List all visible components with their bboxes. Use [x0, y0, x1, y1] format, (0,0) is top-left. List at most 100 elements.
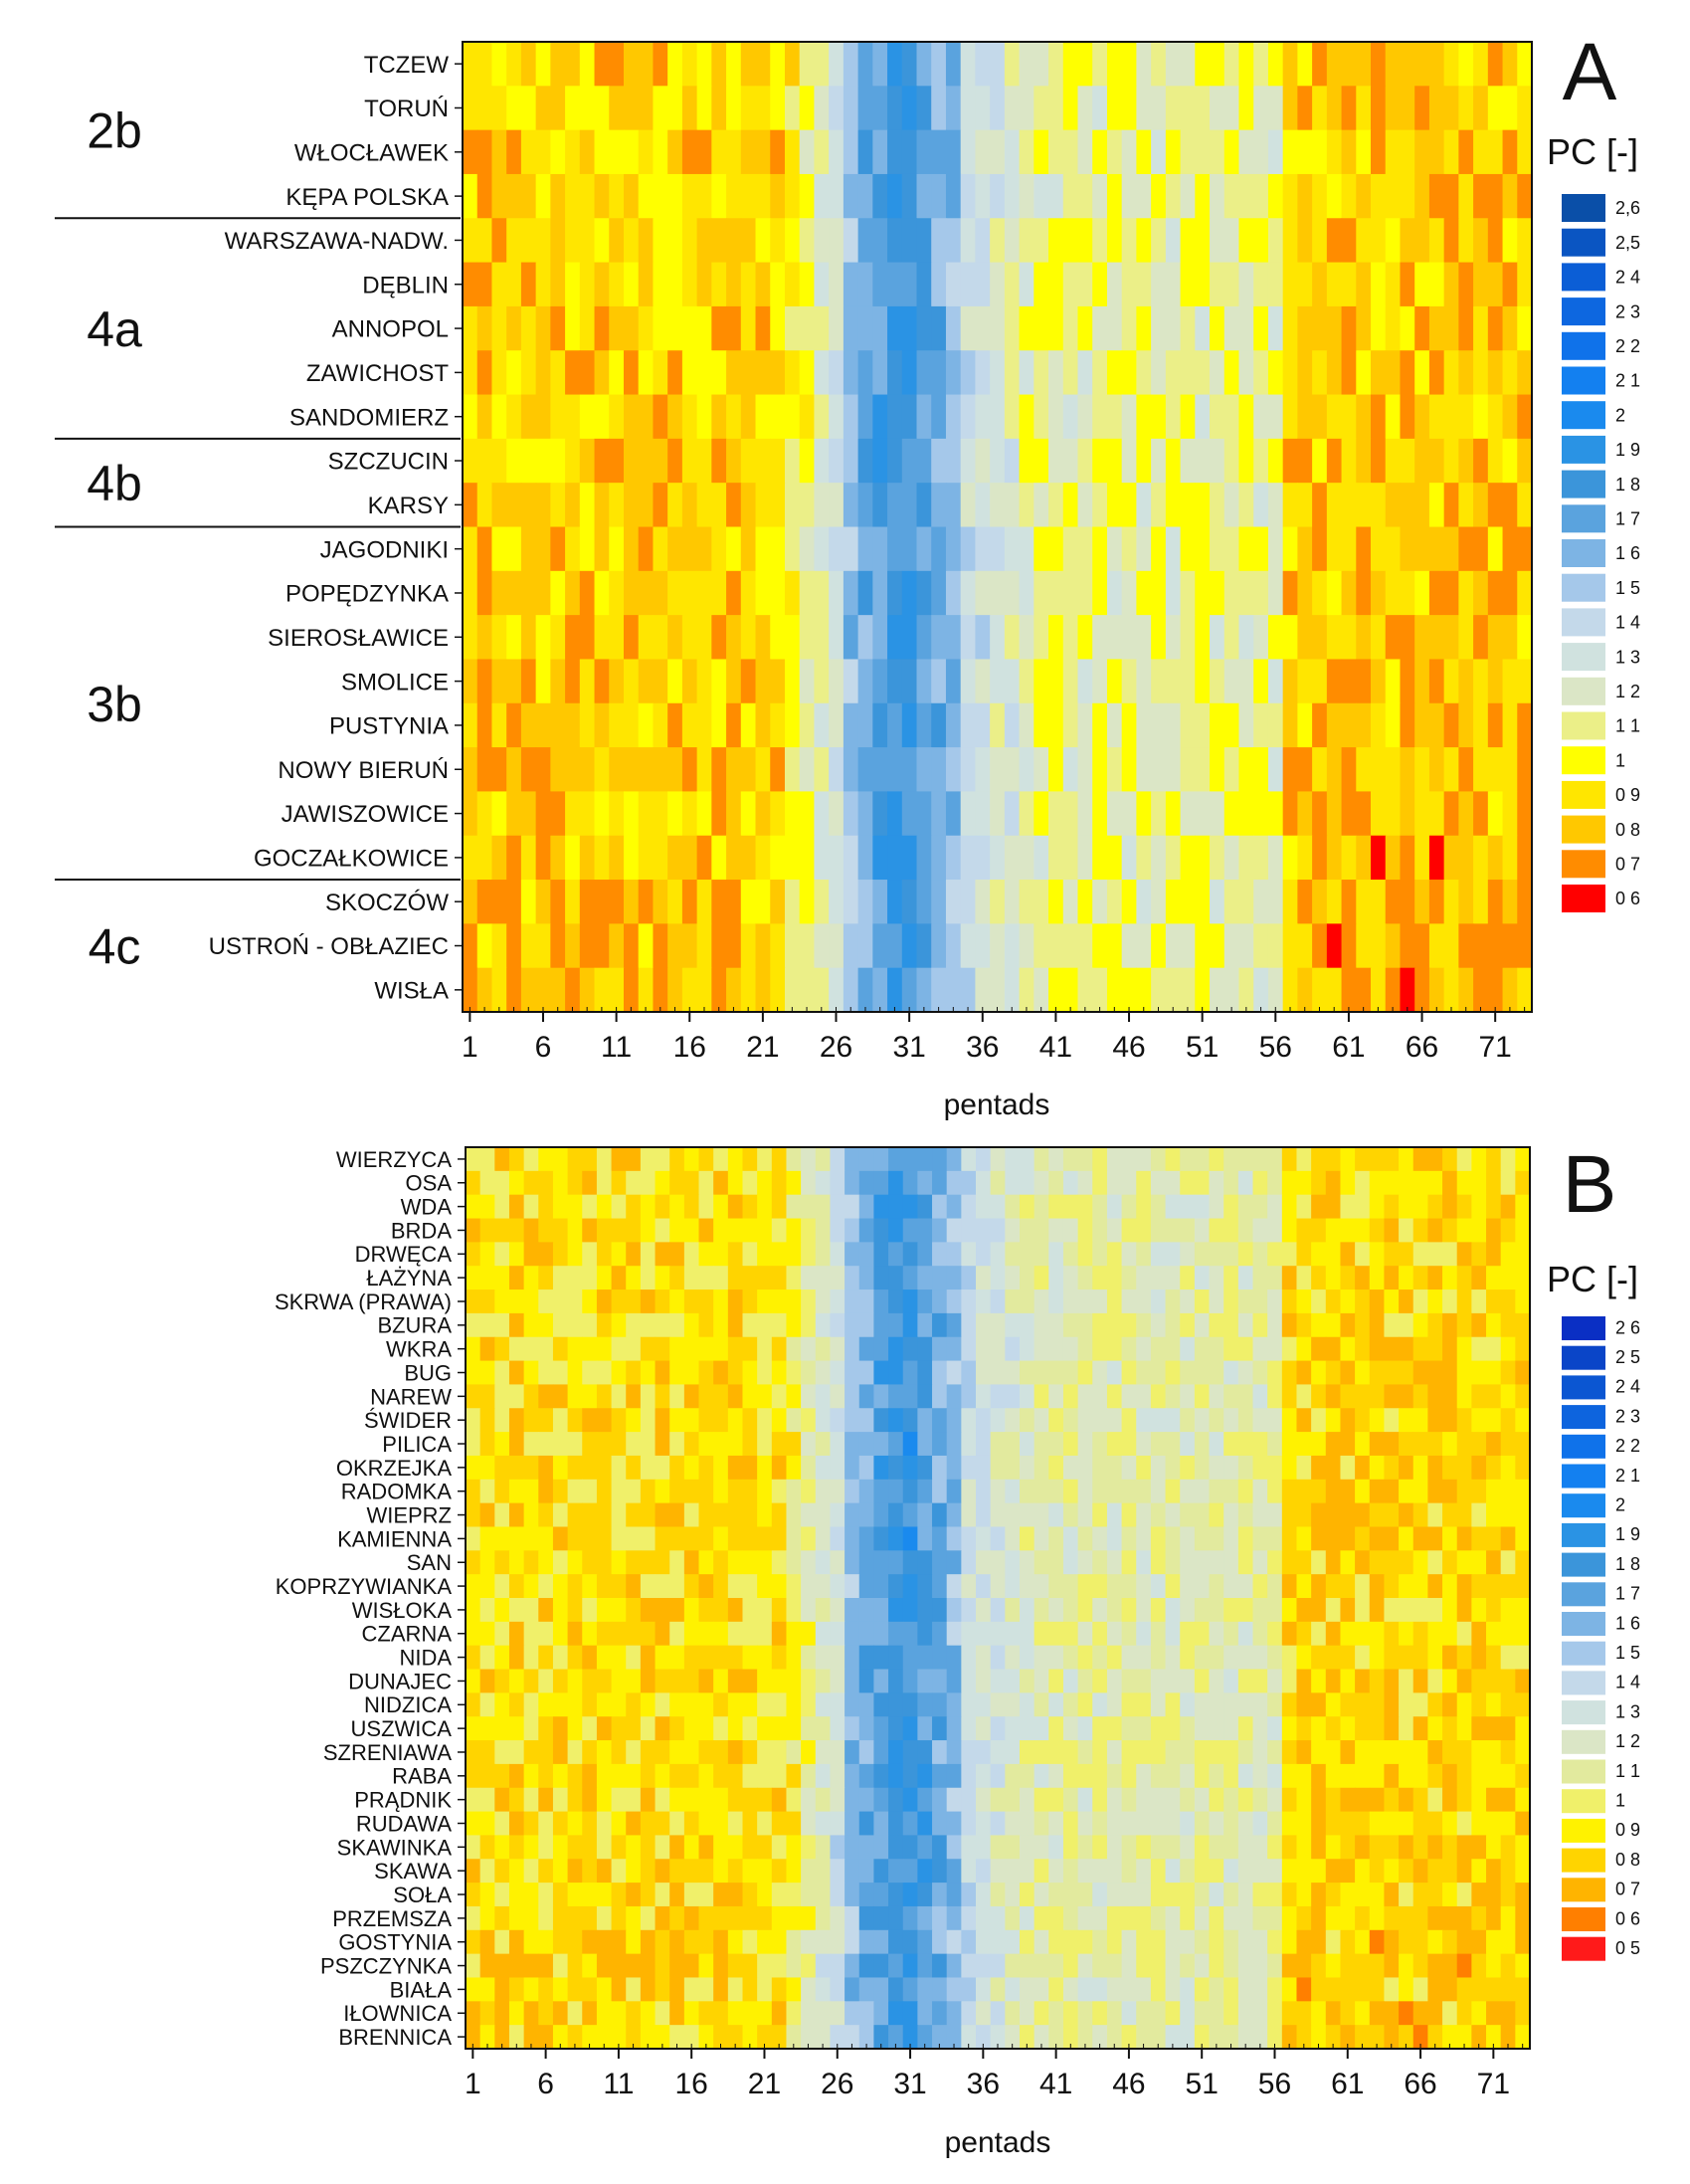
heatmap-cell: [742, 1740, 758, 1765]
heatmap-cell: [596, 1266, 613, 1291]
heatmap-cell: [1237, 1408, 1254, 1433]
heatmap-cell: [742, 1763, 758, 1789]
heatmap-cell: [1515, 1218, 1531, 1243]
colorbar-label: 1: [1615, 1790, 1625, 1810]
heatmap-cell: [1414, 129, 1430, 175]
heatmap-cell: [1340, 1290, 1356, 1314]
heatmap-cell: [550, 42, 566, 87]
heatmap-cell: [1048, 1455, 1064, 1481]
heatmap-cell: [845, 1692, 860, 1717]
heatmap-cell: [1471, 1835, 1487, 1860]
heatmap-cell: [1121, 262, 1137, 307]
heatmap-cell: [1180, 1787, 1196, 1813]
heatmap-cell: [1517, 86, 1533, 131]
heatmap-cell: [946, 1550, 962, 1575]
heatmap-cell: [771, 1929, 788, 1955]
heatmap-cell: [990, 1194, 1006, 1220]
colorbar-label: 1 3: [1615, 1701, 1640, 1721]
heatmap-cell: [1515, 1740, 1531, 1765]
heatmap-cell: [873, 1621, 889, 1647]
heatmap-cell: [1471, 1455, 1487, 1481]
heatmap-cell: [990, 1763, 1006, 1789]
heatmap-cell: [494, 1621, 510, 1647]
heatmap-cell: [888, 1692, 904, 1717]
heatmap-cell: [917, 1621, 933, 1647]
heatmap-cell: [1194, 1290, 1211, 1314]
heatmap-cell: [858, 1455, 875, 1481]
heatmap-cell: [845, 1669, 860, 1693]
heatmap-cell: [727, 2001, 744, 2026]
heatmap-cell: [830, 1360, 845, 1386]
heatmap-cell: [1427, 1621, 1443, 1647]
heatmap-cell: [1355, 1883, 1371, 1907]
heatmap-cell: [843, 350, 859, 396]
heatmap-cell: [1150, 1598, 1167, 1623]
heatmap-cell: [1106, 1526, 1123, 1551]
heatmap-cell: [1471, 1929, 1487, 1955]
heatmap-cell: [1355, 1574, 1371, 1599]
row-label: RUDAWA: [356, 1811, 452, 1836]
heatmap-cell: [1384, 1502, 1400, 1528]
heatmap-cell: [1281, 1692, 1298, 1717]
heatmap-cell: [479, 1716, 495, 1741]
heatmap-cell: [1004, 42, 1021, 87]
heatmap-cell: [1048, 262, 1064, 307]
x-tick-label: 46: [1112, 1031, 1145, 1064]
heatmap-cell: [476, 129, 493, 175]
heatmap-cell: [961, 1266, 977, 1291]
heatmap-cell: [1371, 615, 1387, 661]
heatmap-cell: [771, 1977, 788, 2002]
heatmap-cell: [1121, 1455, 1137, 1481]
heatmap-cell: [814, 923, 830, 969]
heatmap-cell: [1296, 1170, 1312, 1196]
heatmap-cell: [932, 1290, 948, 1314]
heatmap-cell: [596, 1740, 613, 1765]
heatmap-cell: [1092, 702, 1108, 748]
heatmap-cell: [1297, 791, 1313, 837]
heatmap-cell: [1019, 218, 1034, 264]
heatmap-cell: [667, 967, 683, 1013]
heatmap-cell: [1210, 791, 1225, 837]
heatmap-cell: [655, 1526, 670, 1551]
heatmap-cell: [1281, 1218, 1298, 1243]
heatmap-cell: [1267, 1787, 1283, 1813]
heatmap-cell: [1487, 967, 1504, 1013]
heatmap-cell: [653, 350, 668, 396]
heatmap-cell: [1092, 350, 1108, 396]
heatmap-cell: [1151, 438, 1167, 484]
heatmap-cell: [1252, 1716, 1268, 1741]
heatmap-cell: [1151, 923, 1167, 969]
heatmap-cell: [698, 1550, 714, 1575]
heatmap-cell: [888, 1242, 904, 1267]
heatmap-cell: [1325, 1479, 1342, 1504]
heatmap-cell: [771, 1290, 788, 1314]
heatmap-cell: [932, 1194, 948, 1220]
heatmap-cell: [1356, 218, 1372, 264]
heatmap-cell: [655, 1929, 670, 1955]
heatmap-cell: [742, 1692, 758, 1717]
heatmap-cell: [786, 1290, 802, 1314]
heatmap-cell: [466, 1621, 481, 1647]
heatmap-cell: [801, 2001, 817, 2026]
heatmap-cell: [1092, 1455, 1108, 1481]
heatmap-cell: [609, 570, 625, 616]
heatmap-cell: [1252, 1669, 1268, 1693]
heatmap-cell: [696, 835, 712, 881]
row-label: DUNAJEC: [348, 1669, 452, 1693]
heatmap-cell: [1369, 1574, 1386, 1599]
heatmap-cell: [1121, 1194, 1137, 1220]
heatmap-cell: [1019, 305, 1034, 351]
heatmap-cell: [609, 305, 625, 351]
heatmap-cell: [902, 2001, 918, 2026]
heatmap-cell: [1296, 1147, 1312, 1172]
heatmap-cell: [1048, 1859, 1064, 1884]
heatmap-cell: [1062, 747, 1079, 793]
heatmap-cell: [1384, 1526, 1400, 1551]
heatmap-cell: [1458, 173, 1474, 219]
heatmap-cell: [567, 1336, 583, 1362]
heatmap-cell: [1399, 1502, 1414, 1528]
heatmap-cell: [623, 835, 640, 881]
heatmap-cell: [1340, 1266, 1356, 1291]
heatmap-cell: [1092, 1905, 1108, 1931]
heatmap-cell: [932, 1669, 948, 1693]
